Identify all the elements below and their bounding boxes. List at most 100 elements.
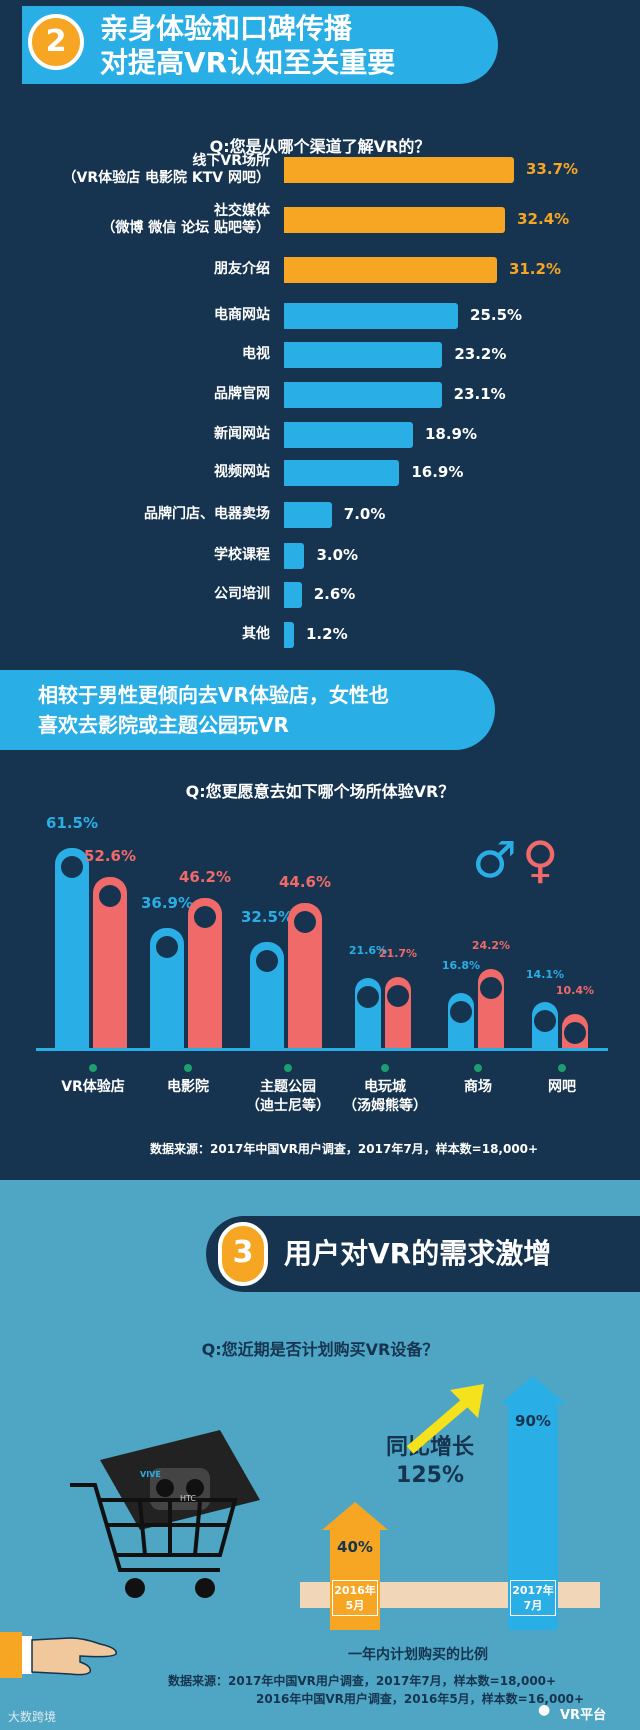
section-3-title: 用户对VR的需求激增 xyxy=(284,1237,552,1270)
bar-label: 视频网站 xyxy=(214,464,270,481)
bar-label: 电视 xyxy=(242,346,270,363)
bar xyxy=(330,1529,380,1630)
bar-label: 学校课程 xyxy=(214,547,270,564)
section-2-badge: 2 xyxy=(28,14,84,70)
category-label: 商场 xyxy=(423,1078,533,1097)
cart-icon xyxy=(70,1483,238,1572)
section-2-title: 亲身体验和口碑传播 对提高VR认知至关重要 xyxy=(100,12,395,80)
bar-label-line: 学校课程 xyxy=(214,547,270,563)
section-3-number: 3 xyxy=(232,1235,254,1270)
bar-arrow-head xyxy=(322,1501,388,1530)
bar xyxy=(284,207,506,233)
finding-banner-line2: 喜欢去影院或主题公园玩VR xyxy=(38,713,289,737)
bar-label: 新闻网站 xyxy=(214,426,270,443)
chart3-source-line2: 2016年中国VR用户调查，2016年5月，样本数=16,000+ xyxy=(256,1692,585,1706)
headset-maker-label: HTC xyxy=(180,1494,197,1503)
bar-label: 社交媒体 （微博 微信 论坛 贴吧等） xyxy=(101,203,270,237)
bar-label-line: 新闻网站 xyxy=(214,426,270,442)
bar-date-label-line: 2016年 xyxy=(334,1584,376,1597)
bar-label-line: 其他 xyxy=(242,626,270,642)
shopping-cart-illustration xyxy=(70,1430,260,1598)
bar-value-label: 14.1% xyxy=(525,968,565,982)
bar-value-label: 18.9% xyxy=(424,425,478,443)
bar-dot xyxy=(294,910,316,933)
bar xyxy=(284,422,413,448)
bar-date-label-line: 2017年 xyxy=(512,1584,554,1597)
bar xyxy=(284,460,400,486)
bar-label-line: 电商网站 xyxy=(214,307,270,323)
bar-value-label: 21.6% xyxy=(348,943,388,957)
bar-value-label: 7.0% xyxy=(343,505,386,523)
bar-value-label: 32.4% xyxy=(517,210,570,228)
bar-value-label: 21.7% xyxy=(378,947,418,961)
category-label: 电玩城 （汤姆熊等） xyxy=(330,1078,440,1116)
bar-value-label: 23.2% xyxy=(454,345,507,363)
bar-value-label: 61.5% xyxy=(45,814,99,832)
category-label: 主题公园 （迪士尼等） xyxy=(233,1078,343,1116)
section-3-badge: 3 xyxy=(218,1222,268,1286)
bar xyxy=(508,1404,558,1630)
bar xyxy=(284,157,514,183)
chart2-source: 数据来源：2017年中国VR用户调查，2017年7月，样本数=18,000+ xyxy=(150,1142,539,1156)
bar-label: 电商网站 xyxy=(214,307,270,324)
female-symbol: ♀ xyxy=(522,831,559,889)
bar xyxy=(284,543,305,569)
bar-value-label: 1.2% xyxy=(306,625,348,643)
bar-value-label: 3.0% xyxy=(316,546,359,564)
bar-label: 品牌门店、电器卖场 xyxy=(144,506,270,523)
wechat-icon: ● xyxy=(538,1702,551,1718)
male-symbol: ♂ xyxy=(472,831,517,889)
bar-value-label: 31.2% xyxy=(508,260,561,278)
growth-label-line2: 125% xyxy=(396,1463,464,1488)
category-label-line: VR体验店 xyxy=(61,1079,125,1095)
bar-date-label: 2016年 5月 xyxy=(332,1580,378,1616)
chart3-source-line1: 数据来源：2017年中国VR用户调查，2017年7月，样本数=18,000+ xyxy=(168,1674,557,1688)
bar-dot xyxy=(534,1010,556,1033)
category-label-line: （迪士尼等） xyxy=(246,1098,330,1114)
bar-label: 其他 xyxy=(242,626,270,643)
bar xyxy=(284,502,332,528)
category-label-line: （汤姆熊等） xyxy=(343,1098,427,1114)
growth-arrow-icon xyxy=(406,1384,484,1454)
bar xyxy=(284,257,497,283)
category-label-line: 网吧 xyxy=(548,1079,576,1095)
bar-value-label: 24.2% xyxy=(471,939,511,953)
bar-value-label: 44.6% xyxy=(278,872,332,891)
section-2-title-line1: 亲身体验和口碑传播 xyxy=(100,12,353,45)
chart1-channels: 线下VR场所 （VR体验店 电影院 KTV 网吧） 33.7% 社交媒体 （微博 微信 … xyxy=(0,0,640,660)
bar-label-line: 公司培训 xyxy=(214,586,270,602)
bar-value-label: 36.9% xyxy=(140,894,194,912)
bar-label-line: 品牌官网 xyxy=(214,386,270,402)
chart3-caption: 一年内计划购买的比例 xyxy=(348,1647,488,1663)
bar-value-label: 52.6% xyxy=(83,846,137,865)
bar-value-label: 23.1% xyxy=(453,385,506,403)
category-label-line: 商场 xyxy=(464,1079,492,1095)
category-label-line: 主题公园 xyxy=(260,1079,316,1095)
bar-label: 朋友介绍 xyxy=(214,261,270,278)
bar xyxy=(284,382,442,408)
bar-label: 品牌官网 xyxy=(214,386,270,403)
category-label: 电影院 xyxy=(133,1078,243,1097)
bar-label-line: 朋友介绍 xyxy=(214,261,270,277)
tick-dot xyxy=(184,1064,192,1072)
bar xyxy=(55,848,89,1048)
bar-label: 公司培训 xyxy=(214,586,270,603)
bar xyxy=(284,342,443,368)
bar-label-line: 线下VR场所 xyxy=(192,153,270,169)
bar-dot xyxy=(480,977,502,1000)
tick-dot xyxy=(381,1064,389,1072)
bar-value-label: 90% xyxy=(515,1412,551,1430)
bar xyxy=(284,303,459,329)
bar-dot xyxy=(357,985,379,1008)
chart1-question: Q:您是从哪个渠道了解VR的？ xyxy=(209,137,431,156)
bar-value-label: 16.8% xyxy=(441,959,481,973)
bar-label-line: 视频网站 xyxy=(214,464,270,480)
bar-value-label: 40% xyxy=(337,1537,373,1556)
bar-dot xyxy=(61,856,83,878)
bar-dot xyxy=(99,884,121,907)
bar-value-label: 2.6% xyxy=(313,585,356,603)
bar-dot xyxy=(194,905,216,928)
headset-brand-label: VIVE xyxy=(140,1470,161,1479)
tick-dot xyxy=(284,1064,292,1072)
